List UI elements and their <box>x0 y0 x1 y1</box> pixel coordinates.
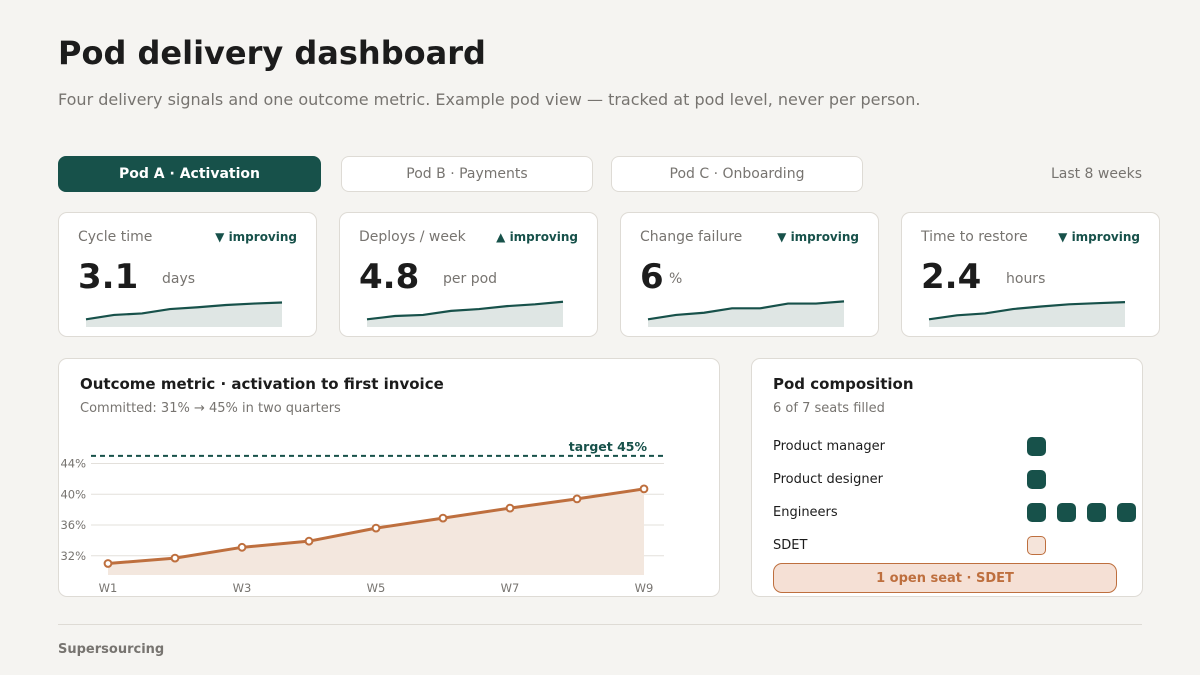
sparkline-line <box>366 300 564 321</box>
sparkline-area <box>86 302 282 327</box>
data-point <box>371 523 381 533</box>
kpi-card-deploys: Deploys / week ▲ improving 4.8 per pod <box>339 212 598 337</box>
seat-filled <box>1027 470 1046 489</box>
kpi-value: 3.1 <box>78 257 139 297</box>
role-label-product-manager: Product manager <box>773 439 885 454</box>
composition-panel: Pod composition 6 of 7 seats filled Prod… <box>751 358 1143 597</box>
kpi-trend: ▲ improving <box>496 230 578 244</box>
y-tick-label: 32% <box>60 549 86 563</box>
role-label-sdet: SDET <box>773 538 808 553</box>
seat-filled <box>1057 503 1076 522</box>
x-tick-label: W7 <box>501 581 520 595</box>
outcome-chart: 32% 36% 40% 44% target 45% W1 W3 W5 W7 W9 <box>60 439 664 595</box>
kpi-trend: ▼ improving <box>777 230 859 244</box>
x-tick-label: W3 <box>233 581 252 595</box>
page-title: Pod delivery dashboard <box>58 34 486 72</box>
sparkline-line <box>928 301 1126 321</box>
kpi-label: Time to restore <box>921 229 1028 245</box>
data-point <box>438 513 448 523</box>
sparkline-line <box>647 300 845 321</box>
data-point <box>103 559 113 568</box>
tab-pod-b[interactable]: Pod B · Payments <box>341 156 593 192</box>
sparkline <box>647 300 845 327</box>
tab-pod-c[interactable]: Pod C · Onboarding <box>611 156 863 192</box>
open-seat-badge: 1 open seat · SDET <box>773 563 1117 593</box>
composition-subtitle: 6 of 7 seats filled <box>773 401 885 416</box>
x-tick-label: W9 <box>635 581 654 595</box>
outcome-panel: 32% 36% 40% 44% target 45% W1 W3 W5 W7 W9 Outcome… <box>58 358 720 597</box>
footer-brand: Supersourcing <box>58 642 165 657</box>
kpi-trend: ▼ improving <box>1058 230 1140 244</box>
sparkline <box>85 301 283 327</box>
sparkline-area <box>367 301 563 327</box>
seat-filled <box>1027 437 1046 456</box>
role-label-product-designer: Product designer <box>773 472 883 487</box>
kpi-value: 4.8 <box>359 257 420 297</box>
kpi-unit: % <box>669 271 683 287</box>
seat-open <box>1027 536 1046 555</box>
kpi-card-cycle-time: Cycle time ▼ improving 3.1 days <box>58 212 317 337</box>
sparkline-area <box>929 302 1125 327</box>
kpi-unit: hours <box>1006 271 1046 287</box>
data-point <box>505 503 515 513</box>
composition-title: Pod composition <box>773 375 914 393</box>
kpi-unit: days <box>162 271 196 287</box>
target-label: target 45% <box>569 439 648 454</box>
x-tick-label: W1 <box>99 581 118 595</box>
kpi-label: Deploys / week <box>359 229 466 245</box>
date-range-label: Last 8 weeks <box>1050 166 1142 182</box>
kpi-trend: ▼ improving <box>215 230 297 244</box>
role-label-engineers: Engineers <box>773 505 838 520</box>
outcome-title: Outcome metric · activation to first inv… <box>80 375 444 393</box>
y-tick-label: 44% <box>60 457 86 471</box>
data-point <box>572 494 582 504</box>
sparkline <box>366 300 564 327</box>
data-point <box>237 542 247 552</box>
outcome-subtitle: Committed: 31% → 45% in two quarters <box>80 401 341 416</box>
page-subtitle: Four delivery signals and one outcome me… <box>58 90 921 109</box>
x-tick-label: W5 <box>367 581 386 595</box>
sparkline-area <box>648 301 844 327</box>
seat-filled <box>1117 503 1136 522</box>
footer-divider <box>58 624 1142 625</box>
kpi-card-change-failure: Change failure ▼ improving 6 % <box>620 212 879 337</box>
data-point <box>170 553 180 563</box>
kpi-value: 2.4 <box>921 257 982 297</box>
y-tick-label: 40% <box>60 487 86 501</box>
kpi-unit: per pod <box>443 271 498 287</box>
sparkline-line <box>85 301 283 321</box>
y-tick-label: 36% <box>60 518 86 532</box>
sparkline <box>928 301 1126 327</box>
seat-filled <box>1027 503 1046 522</box>
kpi-label: Cycle time <box>78 229 153 245</box>
kpi-label: Change failure <box>640 229 743 245</box>
data-point <box>639 484 649 494</box>
data-point <box>304 536 314 546</box>
tab-pod-a[interactable]: Pod A · Activation <box>58 156 321 192</box>
kpi-value: 6 <box>640 257 664 297</box>
seat-filled <box>1087 503 1106 522</box>
kpi-card-time-to-restore: Time to restore ▼ improving 2.4 hours <box>901 212 1160 337</box>
